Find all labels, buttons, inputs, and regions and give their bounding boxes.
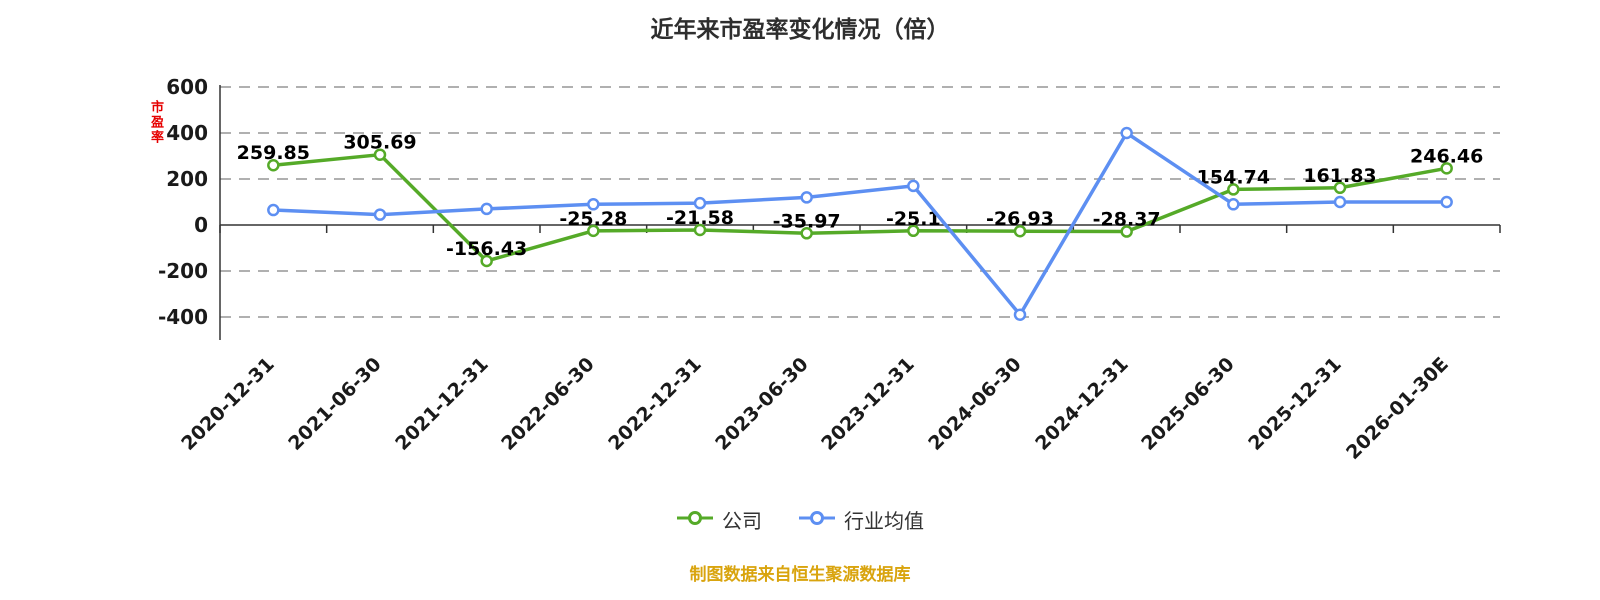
y-tick-label: 600: [166, 75, 208, 99]
company-point: [1333, 181, 1347, 195]
company-point: [800, 227, 813, 240]
industry-average-point: [1120, 126, 1133, 140]
company-line: [271, 152, 1449, 263]
legend: 公司 行业均值: [0, 505, 1600, 534]
industry-average-point: [693, 196, 707, 210]
company-point: [267, 158, 280, 172]
industry-average-point: [587, 198, 600, 211]
company-data-label: -28.37: [1093, 209, 1161, 231]
company-data-label: 246.46: [1410, 145, 1483, 167]
company-data-label: -156.43: [446, 238, 527, 260]
company-point: [373, 148, 387, 161]
industry-average-point: [373, 208, 387, 221]
chart-title: 近年来市盈率变化情况（倍）: [650, 17, 950, 43]
company-data-label: 305.69: [343, 132, 416, 154]
company-legend-label: 公司: [722, 509, 762, 533]
industry-average-point: [480, 202, 493, 216]
y-axis-name: 市盈率: [148, 100, 163, 145]
industry-average-line: [271, 131, 1449, 317]
company-data-label: -25.28: [559, 208, 627, 230]
company-data-label: -35.97: [773, 210, 841, 232]
company-data-label: -26.93: [986, 208, 1054, 230]
company-data-label: 259.85: [237, 142, 310, 164]
data-source-note: 制图数据来自恒生聚源数据库: [689, 565, 911, 585]
company-point: [480, 254, 493, 268]
legend-item-industry-average[interactable]: 行业均值: [798, 505, 924, 534]
y-tick-label: 400: [166, 121, 208, 145]
y-tick-label: -400: [158, 305, 208, 329]
industry-average-legend-label: 行业均值: [844, 509, 924, 533]
industry-average-point: [1440, 195, 1453, 209]
company-data-label: -25.1: [886, 208, 941, 230]
company-point: [1227, 183, 1240, 196]
industry-average-point: [907, 179, 920, 193]
industry-average-point: [800, 191, 813, 204]
company-point: [1120, 225, 1133, 238]
industry-average-point: [1013, 308, 1027, 321]
legend-item-company[interactable]: 公司: [676, 505, 762, 534]
industry-average-point: [1333, 195, 1347, 209]
company-point: [1440, 162, 1453, 175]
y-tick-label: -200: [158, 259, 208, 283]
company-point: [1013, 224, 1027, 238]
industry-average-point: [267, 203, 280, 217]
company-data-label: -21.58: [666, 207, 734, 229]
industry-average-legend-marker: [798, 510, 836, 530]
company-point: [693, 223, 707, 237]
y-tick-label: 200: [166, 167, 208, 191]
industry-average-point: [1227, 198, 1240, 211]
company-data-label: 154.74: [1197, 166, 1270, 188]
company-legend-marker: [676, 510, 714, 530]
company-point: [587, 224, 600, 238]
company-point: [907, 224, 920, 238]
y-tick-label: 0: [194, 213, 208, 237]
company-data-label: 161.83: [1303, 165, 1376, 187]
